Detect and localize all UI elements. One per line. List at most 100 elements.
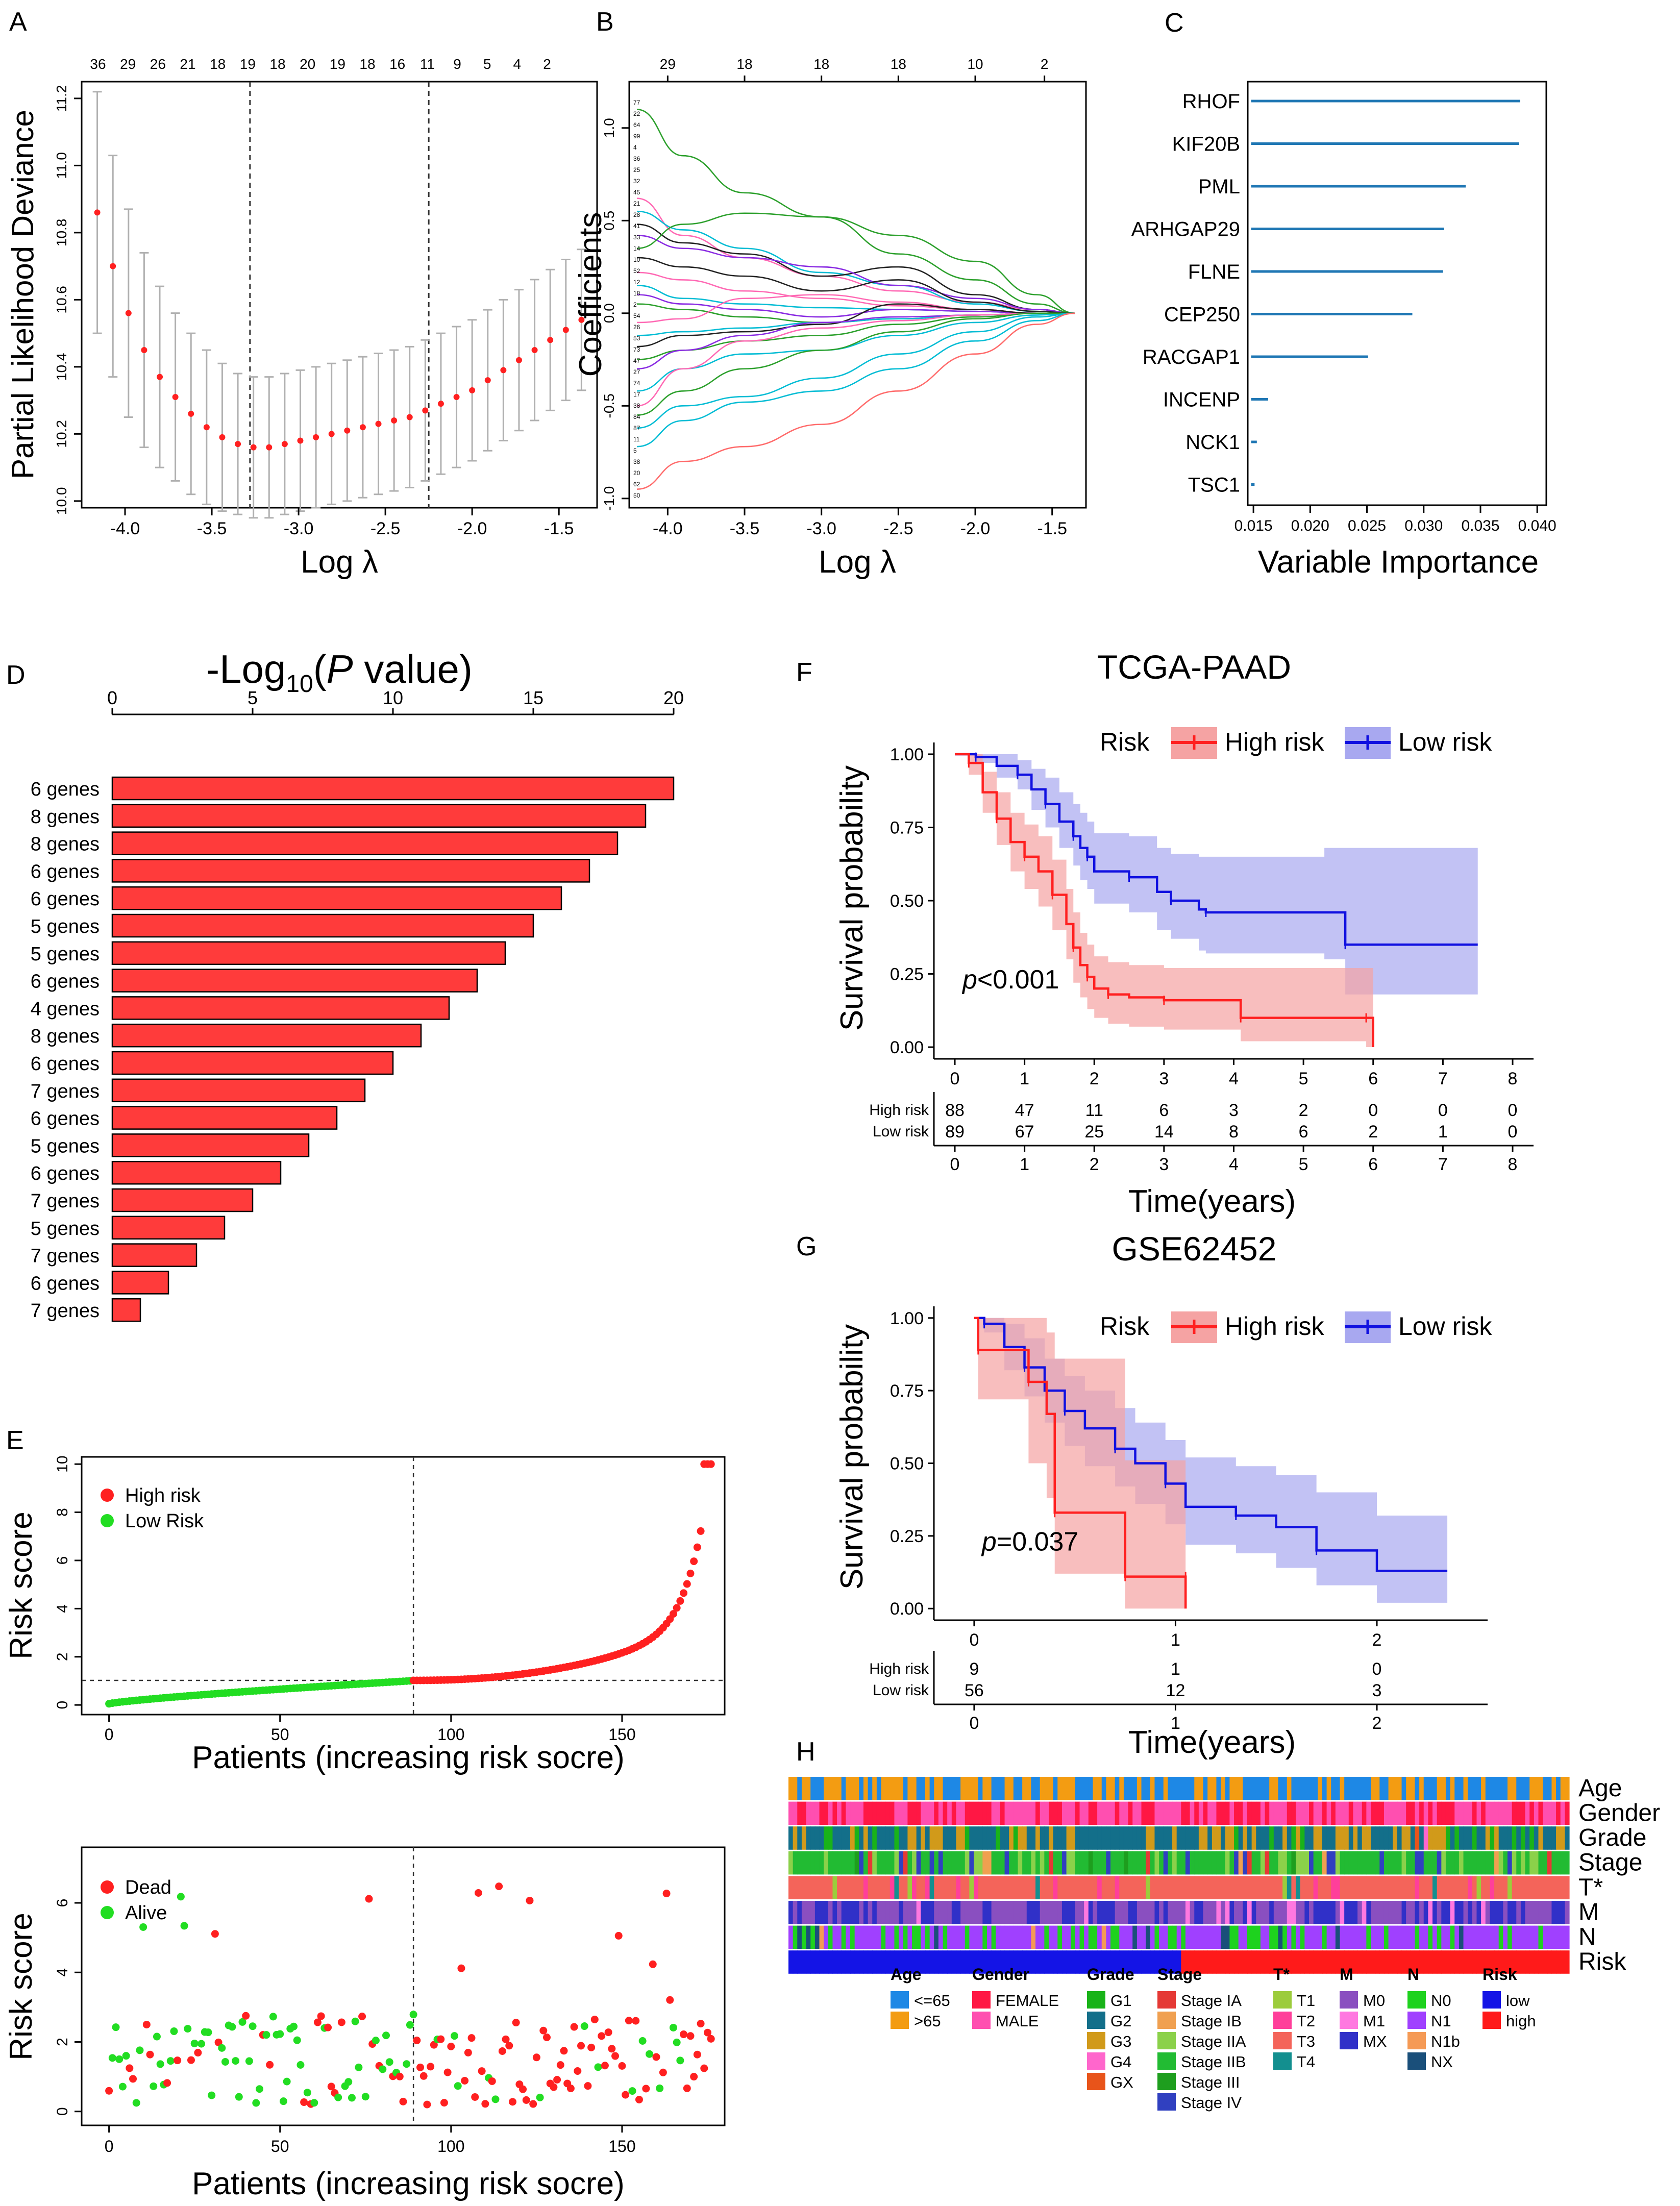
panel-e2-point (598, 2032, 606, 2040)
panel-h-cell (1441, 1826, 1446, 1850)
panel-f-table-row-label: High risk (869, 1102, 929, 1119)
panel-h-legend-label: N1b (1431, 2033, 1460, 2050)
panel-h-cell (956, 1851, 961, 1875)
panel-h-cell (1128, 1801, 1133, 1825)
panel-h-cell (1225, 1950, 1230, 1974)
panel-h-cell (1459, 1901, 1464, 1924)
panel-h-cell (1181, 1801, 1186, 1825)
panel-b-var-label: 26 (633, 324, 640, 331)
panel-e1-point (697, 1527, 705, 1535)
panel-e2-point (594, 2063, 602, 2071)
panel-e2-point (649, 1960, 657, 1968)
panel-h-cell (921, 1901, 926, 1924)
panel-b-var-label: 47 (633, 357, 640, 364)
panel-b-ytick-label: 1.0 (601, 118, 617, 138)
panel-h-marks (788, 1777, 1570, 1974)
panel-h-cell (1291, 1950, 1296, 1974)
panel-h-cell (1494, 1777, 1499, 1800)
panel-h-cell (1366, 1777, 1371, 1800)
panel-h-cell (1419, 1826, 1424, 1850)
panel-h-cell (965, 1876, 970, 1899)
panel-h-cell (1040, 1851, 1045, 1875)
panel-h-cell (885, 1826, 891, 1850)
panel-e2-xlabel: Patients (increasing risk socre) (192, 2166, 625, 2201)
panel-b-variable-labels: 7722649943625324521284133141052121825426… (633, 99, 640, 499)
panel-h-cell (1296, 1801, 1301, 1825)
panel-d-bar (111, 1243, 197, 1267)
panel-h-cell (1313, 1826, 1318, 1850)
panel-c-xtick-label: 0.030 (1404, 517, 1443, 534)
panel-b-var-label: 87 (633, 425, 640, 432)
panel-h-cell (1490, 1801, 1495, 1825)
panel-b-var-label: 38 (633, 402, 640, 409)
panel-h-cell (1565, 1851, 1570, 1875)
panel-h-cell (1013, 1950, 1019, 1974)
panel-h-cell (1159, 1950, 1164, 1974)
panel-h-cell (1132, 1925, 1138, 1949)
panel-a-frame (81, 81, 598, 509)
panel-h-cell (1238, 1901, 1243, 1924)
panel-h-cell (1357, 1826, 1363, 1850)
panel-h-cell (1009, 1777, 1014, 1800)
panel-h-cell (1516, 1950, 1521, 1974)
panel-b-var-label: 41 (633, 222, 640, 230)
panel-h-cell (1163, 1851, 1168, 1875)
panel-h-cell (1348, 1826, 1354, 1850)
panel-h-cell (819, 1901, 824, 1924)
panel-h-cell (806, 1901, 811, 1924)
panel-e2-point (221, 2058, 229, 2066)
panel-b-top-label: 29 (660, 56, 676, 72)
panel-h-cell (810, 1851, 816, 1875)
panel-a-ytick-label: 11.2 (54, 85, 69, 112)
panel-e2-point (461, 2076, 469, 2085)
panel-h-cell (1123, 1777, 1129, 1800)
panel-e2-point (505, 2042, 513, 2050)
panel-h-legend-label: G2 (1110, 2012, 1131, 2030)
panel-h-cell (1534, 1826, 1539, 1850)
panel-h-cell (1366, 1851, 1371, 1875)
panel-b-var-label: 62 (633, 481, 640, 488)
panel-h-cell (1238, 1826, 1243, 1850)
panel-h-cell (1172, 1777, 1177, 1800)
panel-c-xtick-label: 0.015 (1234, 517, 1273, 534)
panel-e2-marks (105, 1847, 715, 2125)
panel-h-cell (1075, 1801, 1080, 1825)
panel-h-cell (1168, 1950, 1173, 1974)
panel-h-cell (1287, 1901, 1292, 1924)
panel-h-cell (1375, 1851, 1380, 1875)
panel-h-cell (1260, 1925, 1266, 1949)
panel-h-cell (881, 1826, 886, 1850)
panel-e2-point (170, 2027, 178, 2036)
panel-h-cell (819, 1950, 824, 1974)
panel-h-cell (986, 1851, 992, 1875)
panel-f-table-xtick-label: 1 (1020, 1155, 1029, 1174)
panel-a-xlabel: Log λ (301, 544, 378, 580)
panel-h-cell (1009, 1901, 1014, 1924)
panel-h-cell (907, 1851, 912, 1875)
panel-h-cell (1207, 1925, 1213, 1949)
panel-a-ytick-label: 11.0 (54, 152, 69, 179)
panel-h-cell (1075, 1826, 1080, 1850)
panel-h-cell (1353, 1777, 1358, 1800)
panel-h-cell (1035, 1851, 1041, 1875)
panel-h-cell (1154, 1851, 1159, 1875)
panel-h-cell (1516, 1826, 1521, 1850)
panel-h-cell (1498, 1925, 1503, 1949)
panel-h-cell (921, 1876, 926, 1899)
panel-g-table-count: 12 (1166, 1681, 1185, 1700)
panel-h-cell (1049, 1950, 1054, 1974)
panel-h-cell (1401, 1851, 1406, 1875)
panel-h-cell (1225, 1801, 1230, 1825)
panel-h-legend-label: Stage IV (1181, 2094, 1242, 2112)
panel-f-table-count: 67 (1015, 1122, 1034, 1142)
panel-h-cell (1216, 1925, 1221, 1949)
panel-h-cell (876, 1801, 882, 1825)
panel-a-top-label: 21 (180, 56, 195, 72)
panel-h-cell (1344, 1801, 1349, 1825)
panel-h-cell (974, 1901, 979, 1924)
panel-h-cell (1472, 1876, 1477, 1899)
panel-d-bar-label: 5 genes (31, 916, 100, 937)
panel-h-cell (974, 1801, 979, 1825)
panel-h-cell (1053, 1826, 1058, 1850)
